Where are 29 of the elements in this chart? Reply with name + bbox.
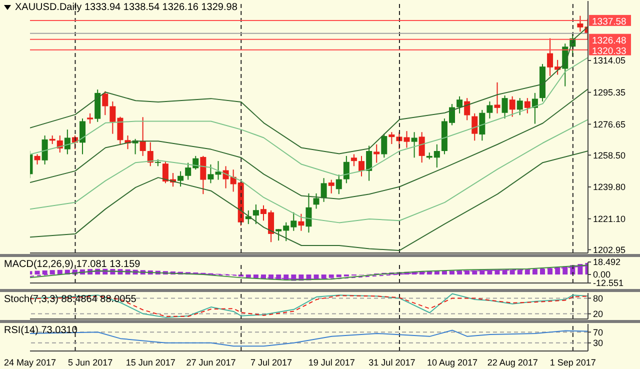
chart-title: MACD(12,26,9) 17.081 13.159 [4, 259, 140, 270]
y-tick-label: 1239.80 [593, 182, 626, 192]
ref-line-label: 1337.58 [592, 16, 626, 28]
y-tick-label: 1221.10 [593, 214, 626, 224]
chart-title: XAUUSD.Daily 1333.94 1338.54 1326.16 1329.98 [15, 2, 238, 13]
y-tick-label: 1295.35 [593, 88, 626, 98]
y-tick-label: 30 [593, 338, 604, 348]
y-tick-label: -12.551 [593, 278, 624, 288]
x-tick-label: 22 Aug 2017 [487, 357, 538, 368]
x-tick-label: 5 Jun 2017 [68, 357, 113, 368]
x-tick-label: 27 Jun 2017 [186, 357, 236, 368]
y-tick-label: 20 [593, 308, 604, 319]
x-tick-label: 7 Jul 2017 [250, 357, 292, 368]
y-tick-label: 1202.95 [593, 244, 626, 255]
ref-line-label: 1326.48 [592, 35, 626, 46]
y-tick-label: 18.492 [593, 257, 621, 268]
x-tick-label: 1 Sep 2017 [550, 357, 596, 368]
y-tick-label: 70 [593, 327, 604, 338]
y-tick-label: 1258.50 [593, 150, 626, 160]
y-tick-label: 0.00 [593, 270, 611, 280]
x-tick-label: 10 Aug 2017 [426, 357, 478, 368]
x-tick-label: 19 Jul 2017 [308, 357, 355, 368]
x-tick-label: 24 May 2017 [4, 357, 56, 368]
ref-line-label: 1320.33 [592, 46, 626, 57]
y-tick-label: 1314.05 [593, 56, 626, 66]
y-tick-label: 80 [593, 293, 604, 304]
x-tick-label: 31 Jul 2017 [368, 357, 416, 368]
y-tick-label: 1276.65 [593, 119, 626, 130]
x-tick-label: 15 Jun 2017 [126, 357, 176, 368]
